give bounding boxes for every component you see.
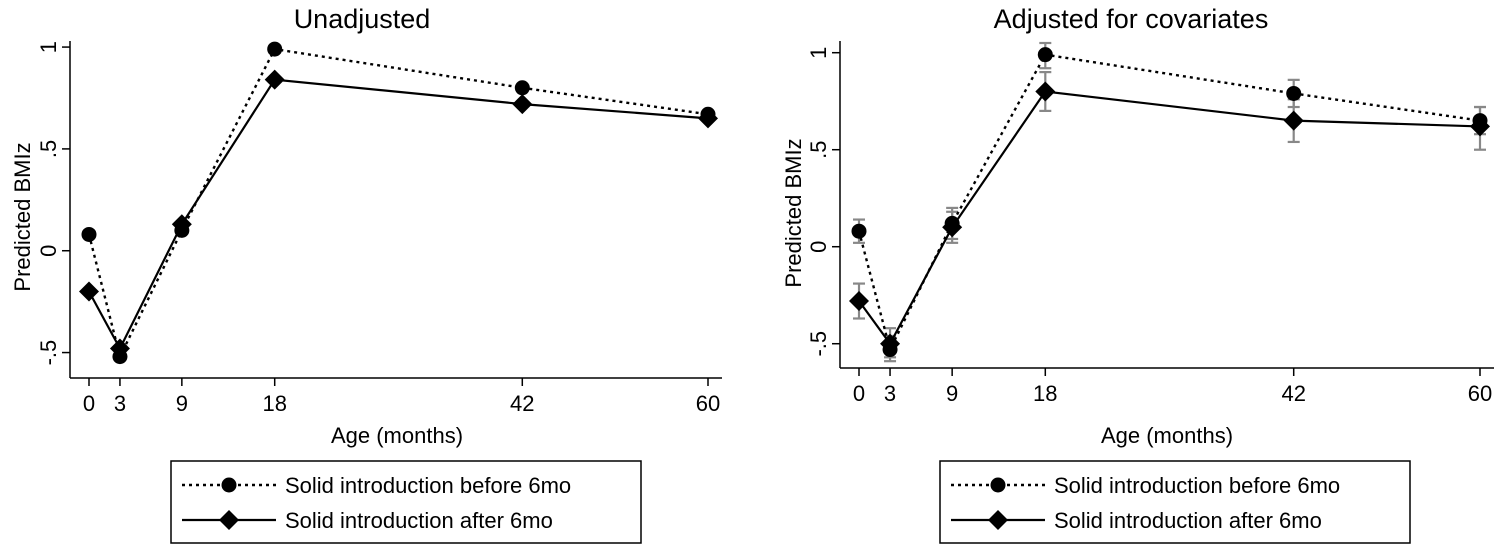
x-tick-label: 0 — [83, 391, 95, 416]
y-tick-label: -.5 — [806, 331, 831, 357]
data-point-diamond — [109, 338, 130, 359]
data-point-diamond — [512, 94, 533, 115]
y-tick-label: -.5 — [36, 340, 61, 366]
legend-label-2: Solid introduction after 6mo — [1054, 508, 1322, 533]
y-tick-label: 0 — [36, 245, 61, 257]
x-tick-label: 18 — [1033, 381, 1057, 406]
legend-marker-diamond — [219, 510, 239, 530]
data-point-diamond — [942, 217, 963, 238]
legend-label-1: Solid introduction before 6mo — [285, 473, 571, 498]
series-line-1 — [87, 47, 709, 361]
chart-panel-2: Adjusted for covariates-.50.510 3 9 18 42 60P… — [781, 4, 1494, 544]
data-point-circle — [514, 80, 530, 96]
x-tick-label: 0 — [853, 381, 865, 406]
x-tick-label: 42 — [1281, 381, 1305, 406]
x-axis-label: Age (months) — [331, 423, 463, 448]
data-point-circle — [1286, 85, 1302, 101]
series-line-1 — [857, 53, 1481, 353]
chart-title: Unadjusted — [294, 4, 431, 34]
legend: Solid introduction before 6mo Solid intro… — [170, 460, 642, 544]
chart-title: Adjusted for covariates — [994, 4, 1269, 34]
x-tick-label: 60 — [1468, 381, 1492, 406]
data-point-diamond — [849, 291, 869, 312]
y-tick-label: 0 — [806, 241, 831, 253]
y-tick-label: 1 — [806, 47, 831, 59]
series-line-2 — [88, 78, 709, 351]
y-axis-label: Predicted BMIz — [781, 138, 806, 287]
x-tick-label: 3 — [114, 391, 126, 416]
legend: Solid introduction before 6mo Solid intro… — [939, 460, 1411, 544]
data-point-diamond — [1470, 116, 1490, 137]
data-point-diamond — [880, 333, 901, 354]
x-tick-label: 42 — [510, 391, 534, 416]
y-tick-label: 1 — [36, 41, 61, 53]
x-tick-label: 3 — [884, 381, 896, 406]
y-axis-label: Predicted BMIz — [10, 142, 35, 291]
data-point-circle — [851, 223, 867, 239]
legend-label-2: Solid introduction after 6mo — [285, 508, 553, 533]
data-point-circle — [1037, 47, 1053, 63]
data-point-diamond — [1035, 81, 1056, 102]
y-tick-label: .5 — [36, 140, 61, 158]
data-point-diamond — [171, 214, 192, 235]
y-tick-label: .5 — [806, 141, 831, 159]
x-tick-label: 9 — [946, 381, 958, 406]
data-point-diamond — [1283, 110, 1304, 131]
data-point-circle — [81, 226, 97, 242]
data-point-diamond — [79, 281, 99, 302]
legend-marker-circle — [221, 477, 237, 493]
legend-marker-circle — [990, 477, 1006, 493]
legend-box — [170, 460, 642, 544]
legend-label-1: Solid introduction before 6mo — [1054, 473, 1340, 498]
legend-marker-diamond — [988, 510, 1008, 530]
data-point-diamond — [264, 69, 285, 90]
data-point-diamond — [698, 108, 718, 129]
x-tick-label: 9 — [176, 391, 188, 416]
data-point-circle — [267, 41, 283, 57]
x-tick-label: 60 — [696, 391, 720, 416]
x-tick-label: 18 — [262, 391, 286, 416]
series-line-2 — [858, 90, 1481, 346]
x-axis-label: Age (months) — [1101, 423, 1233, 448]
legend-box — [939, 460, 1411, 544]
